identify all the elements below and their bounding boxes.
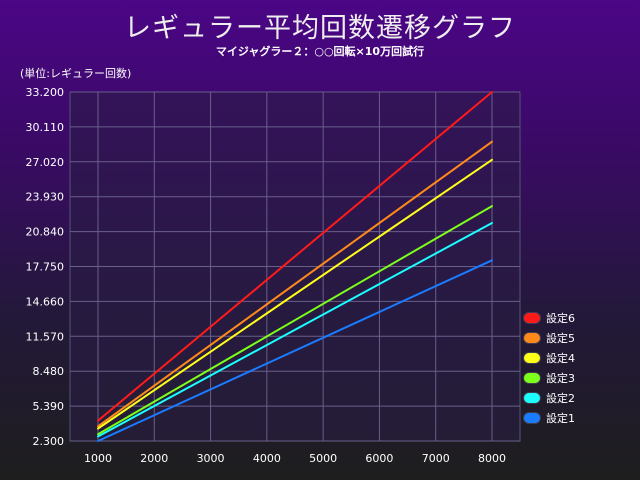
series-line-設定6 <box>97 91 493 422</box>
legend-item: 設定1 <box>524 408 575 428</box>
legend-item: 設定5 <box>524 328 575 348</box>
series-line-設定4 <box>97 158 493 430</box>
x-tick-label: 1000 <box>84 452 112 465</box>
legend-item: 設定2 <box>524 388 575 408</box>
legend-label: 設定2 <box>546 392 575 405</box>
legend-swatch <box>524 373 540 383</box>
y-axis-ticks: 2.300 5.390 8.480 11.570 14.660 17.750 20.840 2… <box>26 86 65 448</box>
legend-label: 設定6 <box>546 312 575 325</box>
y-tick-label: 5.390 <box>33 400 65 413</box>
legend-swatch <box>524 353 540 363</box>
y-tick-label: 2.300 <box>33 435 65 448</box>
y-tick-label: 8.480 <box>33 365 65 378</box>
x-tick-label: 5000 <box>309 452 337 465</box>
x-tick-label: 3000 <box>197 452 225 465</box>
y-tick-label: 17.750 <box>26 261 65 274</box>
y-tick-label: 30.110 <box>26 121 65 134</box>
series-line-設定3 <box>97 205 493 436</box>
legend-swatch <box>524 413 540 423</box>
x-tick-label: 7000 <box>422 452 450 465</box>
series-line-設定5 <box>97 140 493 428</box>
legend-swatch <box>524 333 540 343</box>
legend-label: 設定3 <box>546 372 575 385</box>
y-tick-label: 27.020 <box>26 156 65 169</box>
legend-label: 設定1 <box>546 412 575 425</box>
legend-swatch <box>524 313 540 323</box>
chart-subtitle: マイジャグラー２：○○回転×10万回試行 <box>215 45 425 58</box>
chart-title: レギュラー平均回数遷移グラフ <box>124 13 516 44</box>
chart-legend: 設定6 設定5 設定4 設定3 設定2 設定1 <box>524 308 575 428</box>
y-axis-label: (単位:レギュラー回数) <box>20 66 131 80</box>
legend-item: 設定4 <box>524 348 575 368</box>
y-tick-label: 20.840 <box>26 226 65 239</box>
legend-item: 設定3 <box>524 368 575 388</box>
x-axis-ticks: 1000 2000 3000 4000 5000 6000 7000 8000 <box>84 452 506 465</box>
legend-item: 設定6 <box>524 308 575 328</box>
y-tick-label: 33.200 <box>26 86 65 99</box>
x-tick-label: 6000 <box>365 452 393 465</box>
x-tick-label: 8000 <box>478 452 506 465</box>
legend-swatch <box>524 393 540 403</box>
series-line-設定2 <box>97 222 493 438</box>
series-line-設定1 <box>97 259 493 442</box>
y-tick-label: 11.570 <box>26 330 65 343</box>
y-tick-label: 23.930 <box>26 191 65 204</box>
series-lines <box>97 91 493 442</box>
x-tick-label: 4000 <box>253 452 281 465</box>
y-tick-label: 14.660 <box>26 295 65 308</box>
legend-label: 設定4 <box>546 352 575 365</box>
legend-label: 設定5 <box>546 332 575 345</box>
x-tick-label: 2000 <box>140 452 168 465</box>
